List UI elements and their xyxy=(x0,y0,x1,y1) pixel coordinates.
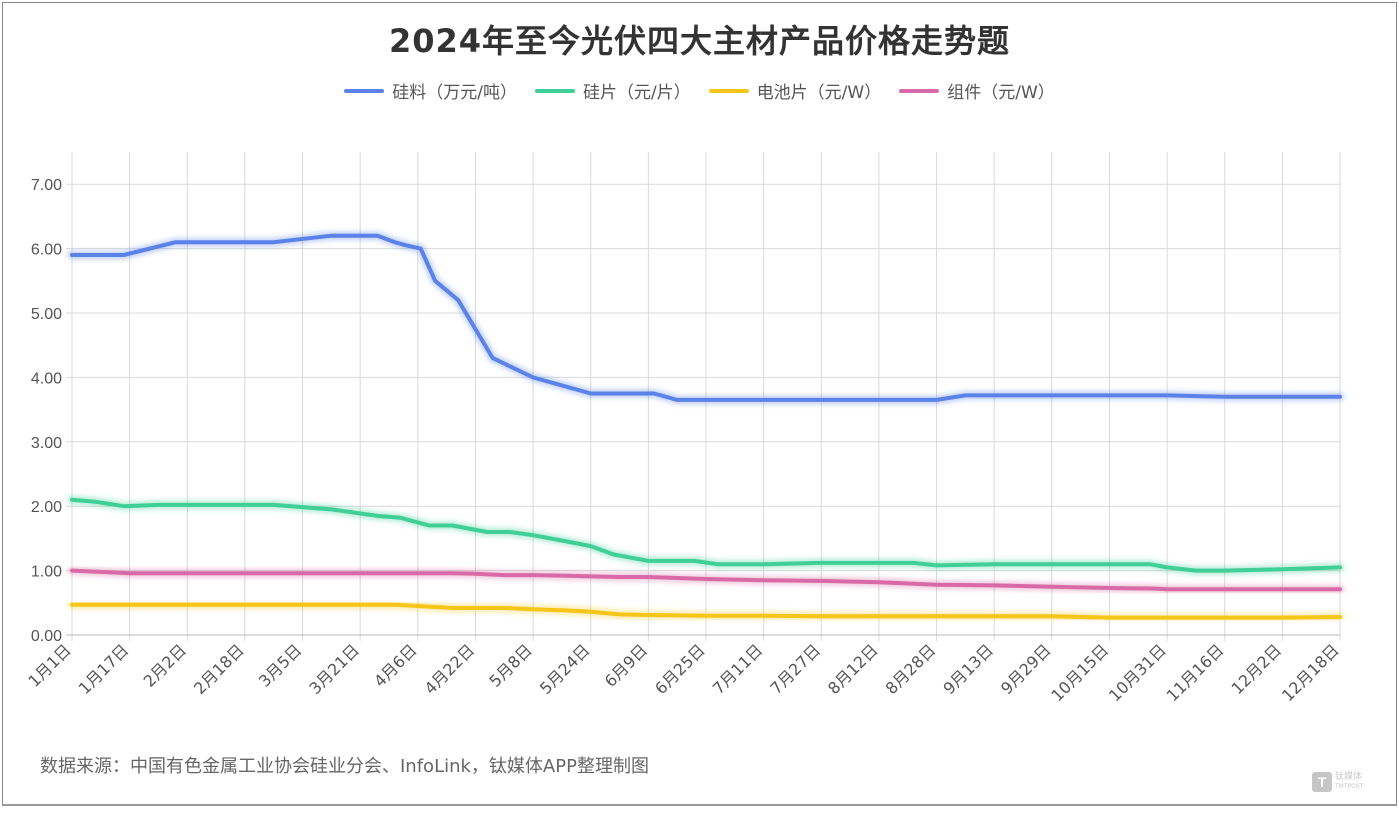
y-tick-label: 6.00 xyxy=(31,242,62,259)
series-line xyxy=(70,497,1342,573)
legend-item-cell[interactable]: 电池片（元/W） xyxy=(708,78,882,103)
legend-swatch xyxy=(899,88,940,93)
x-tick-label: 3月5日 xyxy=(255,640,305,690)
brand-watermark: T 钛媒体 TMTPOST xyxy=(1312,772,1363,792)
x-tick-label: 2月18日 xyxy=(190,640,248,698)
chart-title: 2024年至今光伏四大主材产品价格走势题 xyxy=(388,22,1011,60)
x-tick-label: 5月8日 xyxy=(485,640,535,690)
brand-name-en: TMTPOST xyxy=(1335,783,1364,790)
data-source-note: 数据来源：中国有色金属工业协会硅业分会、InfoLink，钛媒体APP整理制图 xyxy=(40,756,649,777)
axes: 0.00 1.00 2.00 3.00 4.00 5.00 6.00 7.00 1月1日 1月17… xyxy=(24,177,1342,705)
legend-swatch xyxy=(344,88,385,93)
legend-item-wafer[interactable]: 硅片（元/片） xyxy=(534,78,691,103)
x-tick-label: 4月6日 xyxy=(370,640,420,690)
brand-name: 钛媒体 TMTPOST xyxy=(1335,773,1363,791)
x-tick-label: 3月21日 xyxy=(305,640,363,698)
y-tick-label: 4.00 xyxy=(31,370,62,387)
x-tick-label: 6月9日 xyxy=(601,640,651,690)
legend-label: 硅料（万元/吨） xyxy=(392,83,517,103)
series-line xyxy=(70,233,1342,402)
x-tick-label: 10月15日 xyxy=(1047,640,1112,705)
legend-swatch xyxy=(534,88,575,93)
y-tick-label: 1.00 xyxy=(31,564,62,581)
legend-label: 组件（元/W） xyxy=(947,83,1055,103)
legend-item-silicon-material[interactable]: 硅料（万元/吨） xyxy=(344,78,517,103)
legend-item-module[interactable]: 组件（元/W） xyxy=(899,78,1055,103)
brand-logo-icon: T xyxy=(1312,772,1332,792)
legend-label: 硅片（元/片） xyxy=(582,83,691,103)
x-tick-label: 4月22日 xyxy=(421,640,479,698)
y-tick-label: 5.00 xyxy=(31,306,62,323)
y-tick-label: 2.00 xyxy=(31,499,62,516)
y-tick-label: 0.00 xyxy=(31,628,62,645)
series-line xyxy=(70,602,1342,620)
x-tick-label: 7月27日 xyxy=(766,640,824,698)
x-tick-label: 11月16日 xyxy=(1163,640,1228,705)
series-line xyxy=(70,568,1342,592)
x-tick-label: 12月18日 xyxy=(1278,640,1343,705)
y-tick-label: 7.00 xyxy=(31,177,62,194)
x-tick-label: 9月29日 xyxy=(997,640,1055,698)
x-tick-label: 8月28日 xyxy=(882,640,940,698)
legend-label: 电池片（元/W） xyxy=(756,83,882,103)
brand-name-cn: 钛媒体 xyxy=(1335,772,1363,782)
legend-swatch xyxy=(708,88,749,93)
x-tick-label: 6月25日 xyxy=(651,640,709,698)
x-tick-label: 7月11日 xyxy=(709,640,767,698)
x-tick-label: 2月2日 xyxy=(140,640,190,690)
chart-legend: 硅料（万元/吨） 硅片（元/片） 电池片（元/W） 组件（元/W） xyxy=(0,78,1399,103)
x-tick-label: 10月31日 xyxy=(1105,640,1170,705)
y-tick-label: 3.00 xyxy=(31,435,62,452)
x-tick-label: 12月2日 xyxy=(1228,640,1286,698)
x-tick-label: 9月13日 xyxy=(939,640,997,698)
series-lines xyxy=(67,231,1345,623)
x-tick-label: 1月17日 xyxy=(75,640,133,698)
x-tick-label: 8月12日 xyxy=(824,640,882,698)
x-tick-label: 1月1日 xyxy=(24,640,74,690)
x-tick-label: 5月24日 xyxy=(536,640,594,698)
